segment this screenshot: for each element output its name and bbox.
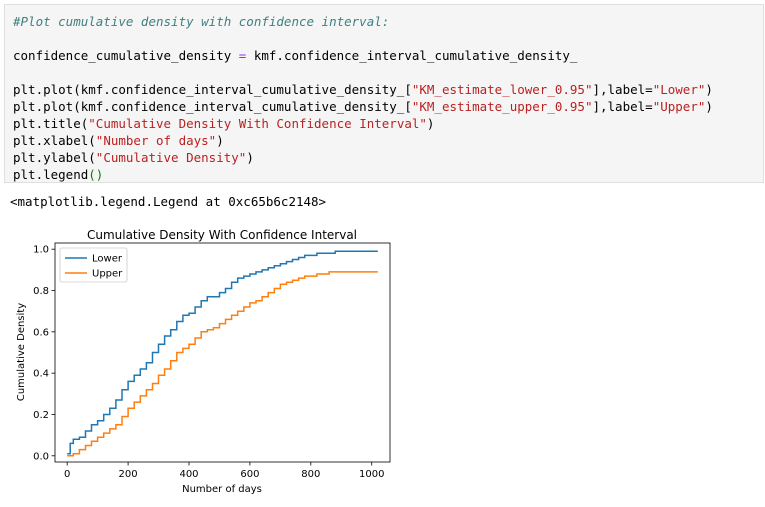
- code-line-assign: confidence_cumulative_density = kmf.conf…: [13, 47, 577, 64]
- series-line-lower: [67, 250, 378, 455]
- x-axis: 0 200 400 600 800 1000: [64, 462, 384, 480]
- code-line-xlabel: plt.xlabel("Number of days"): [13, 132, 224, 149]
- code-text: plt.ylabel(: [13, 150, 96, 165]
- series-layer: [67, 250, 378, 457]
- y-tick-label: 0.8: [33, 286, 49, 297]
- code-line-ylabel: plt.ylabel("Cumulative Density"): [13, 149, 254, 166]
- code-text: plt.plot(kmf.confidence_interval_cumulat…: [13, 82, 412, 97]
- code-string: "KM_estimate_upper_0.95": [411, 99, 593, 114]
- code-text: plt.xlabel(: [13, 133, 96, 148]
- x-axis-label: Number of days: [182, 484, 262, 495]
- code-parens: (): [88, 167, 104, 182]
- code-text: ): [246, 150, 254, 165]
- code-text: kmf.confidence_interval_cumulative_densi…: [246, 48, 578, 63]
- x-tick-label: 0: [64, 469, 70, 480]
- code-line-plot-lower: plt.plot(kmf.confidence_interval_cumulat…: [13, 81, 713, 98]
- code-string: "KM_estimate_lower_0.95": [411, 82, 593, 97]
- legend: Lower Upper: [59, 247, 128, 283]
- code-text: plt.title(: [13, 116, 89, 131]
- code-text: plt.plot(kmf.confidence_interval_cumulat…: [13, 99, 412, 114]
- y-axis: 0.0 0.2 0.4 0.6 0.8 1.0: [33, 245, 55, 462]
- code-cell-input[interactable]: #Plot cumulative density with confidence…: [4, 4, 764, 183]
- code-line-plot-upper: plt.plot(kmf.confidence_interval_cumulat…: [13, 98, 713, 115]
- y-tick-label: 0.6: [33, 327, 49, 338]
- code-text: ): [216, 133, 224, 148]
- chart-title: Cumulative Density With Confidence Inter…: [87, 228, 357, 242]
- x-tick-label: 1000: [359, 469, 384, 480]
- y-tick-label: 0.0: [33, 451, 49, 462]
- code-text: plt.legend: [13, 167, 89, 182]
- code-string: "Cumulative Density": [95, 150, 247, 165]
- code-string: "Upper": [652, 99, 706, 114]
- code-comment-line: #Plot cumulative density with confidence…: [13, 14, 390, 29]
- code-string: "Cumulative Density With Confidence Inte…: [88, 116, 427, 131]
- legend-label-lower: Lower: [92, 254, 123, 265]
- output-repr-text: <matplotlib.legend.Legend at 0xc65b6c214…: [10, 194, 327, 209]
- code-text: ],label=: [592, 82, 653, 97]
- plot-area-frame: [54, 242, 391, 463]
- y-tick-label: 0.2: [33, 410, 49, 421]
- x-tick-label: 200: [119, 469, 138, 480]
- code-text: ): [705, 82, 713, 97]
- x-tick-label: 800: [301, 469, 320, 480]
- legend-label-upper: Upper: [92, 269, 123, 280]
- x-tick-label: 400: [179, 469, 198, 480]
- code-text: ): [426, 116, 435, 131]
- code-line-legend: plt.legend(): [13, 166, 103, 183]
- code-line-title: plt.title("Cumulative Density With Confi…: [13, 115, 434, 132]
- code-string: "Number of days": [95, 133, 217, 148]
- x-tick-label: 600: [240, 469, 259, 480]
- series-line-upper: [67, 271, 378, 457]
- code-string: "Lower": [652, 82, 706, 97]
- code-text: confidence_cumulative_density: [13, 48, 239, 63]
- code-text: ): [705, 99, 713, 114]
- code-operator: =: [238, 48, 247, 63]
- code-text: ],label=: [592, 99, 653, 114]
- y-tick-label: 1.0: [33, 245, 49, 256]
- y-axis-label: Cumulative Density: [16, 303, 27, 401]
- y-tick-label: 0.4: [33, 369, 49, 380]
